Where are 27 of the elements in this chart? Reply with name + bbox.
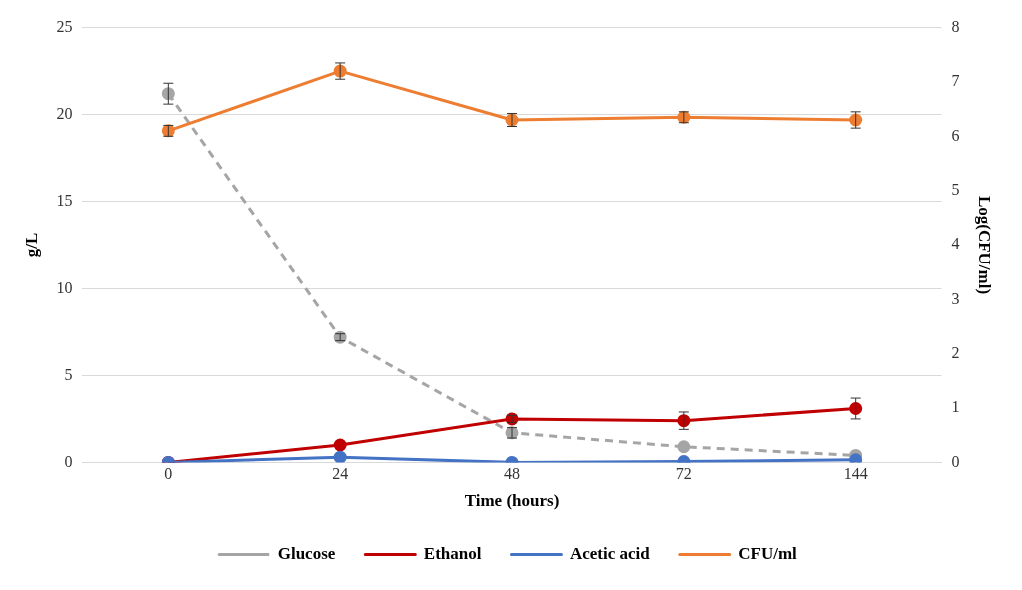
y-tick-label: 15 xyxy=(56,191,73,209)
x-tick-label: 72 xyxy=(675,465,692,483)
x-tick-label: 0 xyxy=(164,465,173,483)
y-tick-label: 20 xyxy=(56,104,73,122)
legend-label: Ethanol xyxy=(423,543,482,563)
y-tick-label: 10 xyxy=(56,278,73,296)
y2-tick-label: 4 xyxy=(951,235,960,253)
y2-tick-label: 1 xyxy=(951,398,960,416)
y-axis-title: g/L xyxy=(21,232,41,258)
y2-tick-label: 7 xyxy=(951,72,960,90)
y2-tick-label: 8 xyxy=(951,17,960,35)
y-tick-label: 25 xyxy=(56,17,73,35)
y2-tick-label: 5 xyxy=(951,180,960,198)
x-tick-label: 48 xyxy=(504,465,520,483)
y-tick-label: 0 xyxy=(64,452,73,470)
y2-axis-title: Log(CFU/ml) xyxy=(975,195,995,295)
y2-tick-label: 6 xyxy=(951,126,960,144)
legend-label: Acetic acid xyxy=(569,543,651,563)
x-axis-title: Time (hours) xyxy=(464,491,560,511)
legend-label: CFU/ml xyxy=(738,543,798,563)
y2-tick-label: 2 xyxy=(951,343,960,361)
y2-tick-label: 3 xyxy=(951,289,960,307)
y2-tick-label: 0 xyxy=(951,452,960,470)
y-tick-label: 5 xyxy=(64,365,73,383)
legend-label: Glucose xyxy=(277,543,336,563)
x-tick-label: 144 xyxy=(843,465,868,483)
x-tick-label: 24 xyxy=(332,465,349,483)
